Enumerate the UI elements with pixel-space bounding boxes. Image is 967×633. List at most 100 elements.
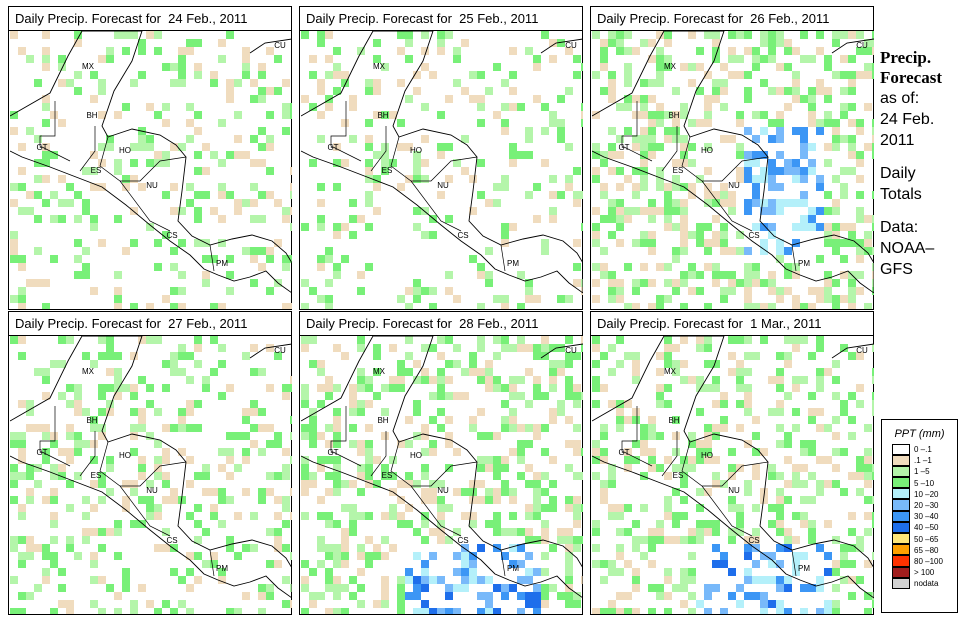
country-label: MX bbox=[82, 367, 95, 376]
precip-cell bbox=[648, 544, 656, 552]
precip-cell bbox=[90, 480, 98, 488]
precip-cell bbox=[437, 576, 445, 584]
precip-cell bbox=[704, 520, 712, 528]
precip-cell bbox=[784, 360, 792, 368]
precip-cell bbox=[357, 336, 365, 344]
precip-cell bbox=[170, 63, 178, 71]
precip-cell bbox=[688, 231, 696, 239]
precip-cell bbox=[437, 47, 445, 55]
precip-cell bbox=[744, 592, 752, 600]
precip-cell bbox=[776, 376, 784, 384]
precip-cell bbox=[792, 223, 800, 231]
precip-cell bbox=[832, 231, 840, 239]
precip-cell bbox=[712, 263, 720, 271]
precip-cell bbox=[130, 608, 138, 614]
precip-cell bbox=[58, 600, 66, 608]
precip-cell bbox=[573, 199, 581, 207]
precip-cell bbox=[712, 55, 720, 63]
precip-cell bbox=[18, 255, 26, 263]
precip-cell bbox=[397, 584, 405, 592]
precip-cell bbox=[656, 528, 664, 536]
precip-cell bbox=[656, 143, 664, 151]
precip-cell bbox=[365, 512, 373, 520]
precip-cell bbox=[592, 472, 600, 480]
precip-cell bbox=[656, 31, 664, 39]
precip-cell bbox=[816, 127, 824, 135]
precip-cell bbox=[485, 608, 493, 614]
precip-cell bbox=[178, 344, 186, 352]
precip-cell bbox=[82, 247, 90, 255]
precip-cell bbox=[680, 159, 688, 167]
precip-cell bbox=[824, 295, 832, 303]
legend-swatch bbox=[892, 454, 910, 466]
precip-cell bbox=[477, 344, 485, 352]
precip-cell bbox=[581, 576, 583, 584]
precip-cell bbox=[333, 63, 341, 71]
precip-cell bbox=[608, 600, 616, 608]
precip-cell bbox=[728, 536, 736, 544]
precip-cell bbox=[309, 360, 317, 368]
precip-cell bbox=[776, 31, 784, 39]
precip-cell bbox=[648, 95, 656, 103]
precip-cell bbox=[154, 151, 162, 159]
precip-cell bbox=[573, 472, 581, 480]
precip-cell bbox=[648, 215, 656, 223]
precip-cell bbox=[397, 183, 405, 191]
precip-cell bbox=[178, 207, 186, 215]
precip-cell bbox=[664, 55, 672, 63]
precip-cell bbox=[704, 360, 712, 368]
precip-cell bbox=[712, 424, 720, 432]
precip-cell bbox=[592, 384, 600, 392]
precip-cell bbox=[752, 472, 760, 480]
precip-cell bbox=[744, 480, 752, 488]
precip-cell bbox=[266, 584, 274, 592]
precip-cell bbox=[114, 520, 122, 528]
precip-cell bbox=[114, 352, 122, 360]
precip-cell bbox=[664, 456, 672, 464]
precip-cell bbox=[672, 279, 680, 287]
precip-cell bbox=[146, 496, 154, 504]
precip-cell bbox=[50, 111, 58, 119]
precip-cell bbox=[784, 271, 792, 279]
precip-cell bbox=[501, 119, 509, 127]
precip-cell bbox=[178, 424, 186, 432]
precip-cell bbox=[856, 287, 864, 295]
precip-cell bbox=[26, 279, 34, 287]
precip-cell bbox=[848, 592, 856, 600]
precip-cell bbox=[18, 263, 26, 271]
precip-cell bbox=[202, 384, 210, 392]
country-label: CS bbox=[166, 231, 177, 240]
precip-cell bbox=[736, 528, 744, 536]
precip-cell bbox=[832, 39, 840, 47]
precip-cell bbox=[624, 464, 632, 472]
precip-cell bbox=[357, 47, 365, 55]
precip-cell bbox=[712, 360, 720, 368]
precip-cell bbox=[226, 456, 234, 464]
precip-cell bbox=[274, 87, 282, 95]
precip-cell bbox=[357, 464, 365, 472]
precip-cell bbox=[413, 175, 421, 183]
precip-cell bbox=[824, 159, 832, 167]
precip-cell bbox=[349, 504, 357, 512]
precip-cell bbox=[114, 368, 122, 376]
precip-cell bbox=[688, 183, 696, 191]
precip-cell bbox=[242, 456, 250, 464]
precip-cell bbox=[592, 336, 600, 344]
precip-cell bbox=[469, 352, 477, 360]
legend-swatch bbox=[892, 544, 910, 556]
precip-cell bbox=[792, 239, 800, 247]
precip-cell bbox=[792, 384, 800, 392]
precip-cell bbox=[840, 191, 848, 199]
precip-cell bbox=[301, 488, 309, 496]
precip-cell bbox=[178, 600, 186, 608]
precip-cell bbox=[373, 368, 381, 376]
precip-cell bbox=[82, 536, 90, 544]
precip-cell bbox=[477, 544, 485, 552]
precip-cell bbox=[98, 55, 106, 63]
precip-cell bbox=[453, 552, 461, 560]
precip-cell bbox=[752, 175, 760, 183]
precip-cell bbox=[218, 344, 226, 352]
precip-cell bbox=[672, 159, 680, 167]
precip-cell bbox=[720, 247, 728, 255]
precip-cell bbox=[656, 368, 664, 376]
